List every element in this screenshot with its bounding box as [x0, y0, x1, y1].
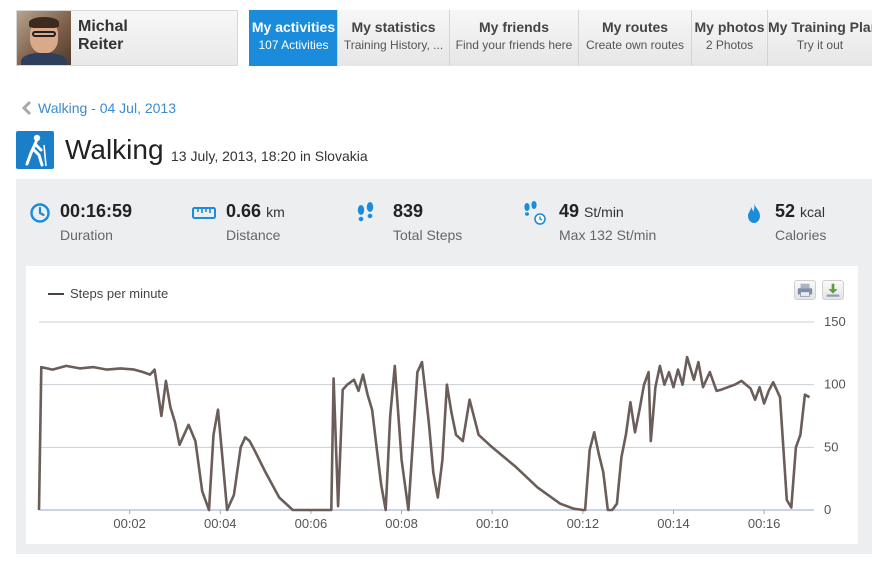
avatar[interactable] [17, 11, 71, 65]
tab-sublabel: Find your friends here [455, 38, 573, 52]
chart-plot: 0 50 100 150 00:02 00:04 00:06 00:08 00:10 00:12 0… [37, 314, 846, 531]
tab-my-activities[interactable]: My activities 107 Activities [249, 10, 337, 66]
steps-chart: Steps per minute 0 50 100 150 00:02 00:04 00:0… [26, 266, 858, 544]
calories-value: 52 kcal [775, 201, 825, 222]
distance-unit: km [266, 204, 285, 220]
calories-unit: kcal [800, 204, 825, 220]
x-tick-label: 00:10 [476, 516, 509, 531]
y-tick-label: 50 [824, 439, 838, 454]
x-tick-label: 00:02 [113, 516, 146, 531]
duration-label: Duration [60, 227, 113, 243]
duration-value: 00:16:59 [60, 201, 133, 221]
calories-label: Calories [775, 227, 827, 243]
walking-icon [16, 131, 54, 169]
x-tick-label: 00:16 [748, 516, 781, 531]
chart-legend[interactable]: Steps per minute [48, 286, 168, 301]
print-button[interactable] [794, 280, 816, 300]
user-first-name: Michal [78, 18, 128, 35]
cadence-number: 49 [559, 201, 580, 221]
distance-value: 0.66 km [226, 201, 285, 222]
steps-label: Total Steps [393, 227, 463, 243]
tab-my-statistics[interactable]: My statistics Training History, ... [337, 10, 449, 66]
legend-swatch [48, 292, 64, 295]
clock-icon [30, 203, 50, 223]
legend-label: Steps per minute [70, 286, 169, 301]
tab-label: My photos [694, 19, 765, 35]
y-tick-label: 100 [824, 377, 846, 392]
cadence-label: Max 132 St/min [559, 227, 657, 243]
y-tick-label: 150 [824, 314, 846, 329]
tab-sublabel: Try it out [796, 38, 844, 52]
footprints-icon [357, 202, 374, 222]
flame-icon [748, 203, 760, 223]
chevron-left-icon [22, 101, 32, 115]
download-icon [826, 283, 840, 297]
x-tick-label: 00:14 [657, 516, 690, 531]
tab-sublabel: Create own routes [585, 38, 685, 52]
tab-sublabel: 2 Photos [705, 38, 754, 52]
user-last-name: Reiter [78, 36, 124, 53]
tab-my-photos[interactable]: My photos 2 Photos [691, 10, 767, 66]
back-link[interactable]: Walking - 04 Jul, 2013 [22, 100, 176, 116]
download-button[interactable] [822, 280, 844, 300]
tab-my-training-plan[interactable]: My Training Plan Try it out [767, 10, 872, 66]
series-line-steps-per-minute [37, 355, 811, 512]
distance-label: Distance [226, 227, 281, 243]
x-tick-label: 00:04 [204, 516, 237, 531]
steps-value: 839 [393, 201, 424, 221]
workout-subtitle: 13 July, 2013, 18:20 in Slovakia [171, 148, 368, 164]
footprints-clock-icon [524, 201, 546, 225]
cadence-value: 49 St/min [559, 201, 624, 222]
tab-label: My routes [601, 19, 669, 35]
x-tick-label: 00:12 [567, 516, 600, 531]
user-profile-card[interactable]: Michal Reiter [16, 10, 238, 66]
ruler-icon [192, 207, 216, 219]
tab-sublabel: Training History, ... [343, 38, 444, 52]
tab-my-routes[interactable]: My routes Create own routes [578, 10, 691, 66]
tab-label: My friends [478, 19, 549, 35]
x-tick-label: 00:08 [385, 516, 418, 531]
tab-label: My Training Plan [768, 19, 872, 35]
back-link-label: Walking - 04 Jul, 2013 [38, 100, 176, 116]
tab-label: My statistics [351, 19, 436, 35]
page-title: Walking [65, 134, 164, 165]
tab-sublabel: 107 Activities [258, 38, 329, 52]
user-name: Michal Reiter [78, 18, 128, 54]
calories-number: 52 [775, 201, 796, 221]
distance-number: 0.66 [226, 201, 262, 221]
main-nav: My activities 107 Activities My statisti… [249, 10, 872, 66]
printer-icon [797, 283, 813, 297]
y-tick-label: 0 [824, 502, 831, 517]
cadence-unit: St/min [584, 204, 624, 220]
x-tick-label: 00:06 [295, 516, 328, 531]
tab-label: My activities [251, 19, 336, 35]
tab-my-friends[interactable]: My friends Find your friends here [449, 10, 578, 66]
workout-stats-panel: 00:16:59 Duration 0.66 km Distance 839 T… [16, 179, 872, 554]
